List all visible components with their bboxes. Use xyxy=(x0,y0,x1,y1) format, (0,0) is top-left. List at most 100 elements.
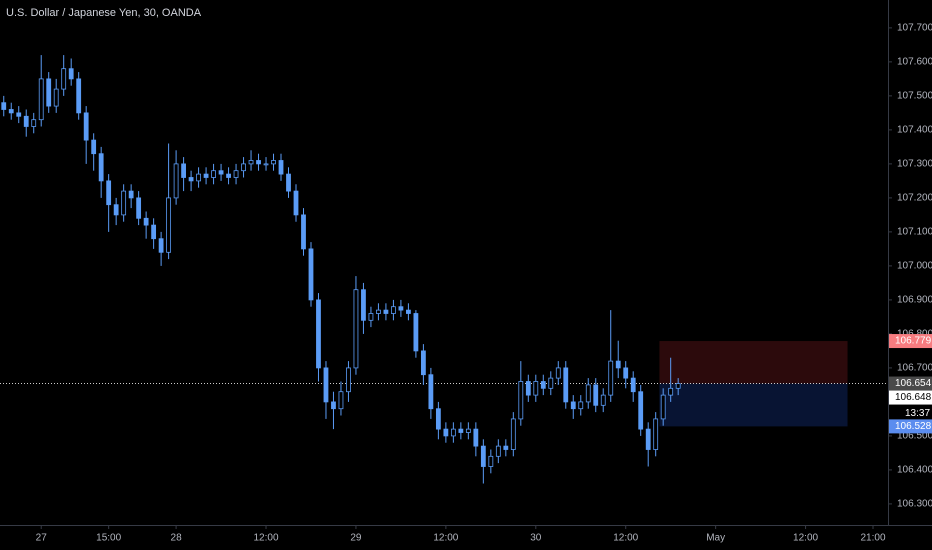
x-tick-label: 30 xyxy=(530,533,542,544)
target-price-box xyxy=(889,419,932,434)
candle-body xyxy=(585,384,591,403)
candle-body xyxy=(173,163,179,199)
candle-body xyxy=(286,173,291,192)
stop-price: 106.779 xyxy=(895,336,932,347)
candle-body xyxy=(653,418,659,450)
candle-body xyxy=(473,428,479,447)
candle-body xyxy=(391,306,396,314)
candle-body xyxy=(495,445,501,457)
candle-body xyxy=(338,391,344,410)
candle-body xyxy=(263,163,269,166)
candle-body xyxy=(1,102,7,110)
candle-body xyxy=(376,309,381,314)
candle-body xyxy=(570,401,576,410)
candle-body xyxy=(158,238,164,253)
candle-body xyxy=(480,445,486,467)
candle-body xyxy=(638,391,644,430)
countdown: 13:37 xyxy=(905,408,930,419)
candle-body xyxy=(600,394,606,406)
candle-body xyxy=(316,299,321,369)
target-zone xyxy=(659,383,848,427)
candle-body xyxy=(540,381,546,389)
last-price-box xyxy=(889,376,932,391)
candle-body xyxy=(241,163,246,172)
candle-body xyxy=(623,367,629,379)
candle-body xyxy=(121,190,127,216)
candle-body xyxy=(555,367,561,379)
y-tick-label: 106.900 xyxy=(897,295,932,306)
candle-body xyxy=(233,170,239,178)
candle-body xyxy=(308,248,314,301)
candle-body xyxy=(203,173,209,178)
candle-body xyxy=(323,367,329,403)
candle-body xyxy=(16,112,22,117)
y-tick-label: 106.300 xyxy=(897,499,932,510)
candle-body xyxy=(510,418,516,450)
candle-body xyxy=(346,367,351,393)
candle-body xyxy=(518,381,524,420)
candle-body xyxy=(151,224,157,240)
x-tick-label: 12:00 xyxy=(613,533,638,544)
candle-body xyxy=(293,190,299,216)
stop-price-box xyxy=(889,334,932,349)
candle-body xyxy=(211,170,216,178)
candle-body xyxy=(46,78,52,107)
y-tick-label: 107.300 xyxy=(897,159,932,170)
candle-body xyxy=(136,197,142,219)
y-tick-label: 107.400 xyxy=(897,125,932,136)
target-price: 106.528 xyxy=(895,421,932,432)
candle-body xyxy=(91,139,97,155)
candle-body xyxy=(503,445,509,450)
x-tick-label: 21:00 xyxy=(860,533,885,544)
candle-body xyxy=(435,408,441,430)
candle-body xyxy=(368,313,374,321)
x-tick-label: 12:00 xyxy=(433,533,458,544)
y-tick-label: 107.200 xyxy=(897,193,932,204)
candle-body xyxy=(615,360,621,369)
y-tick-label: 107.100 xyxy=(897,227,932,238)
candle-body xyxy=(61,68,67,90)
candle-body xyxy=(413,313,419,352)
candle-body xyxy=(608,360,614,396)
candle-body xyxy=(218,170,224,175)
candle-body xyxy=(76,78,82,114)
candle-body xyxy=(278,160,284,175)
candle-body xyxy=(181,163,186,178)
candle-body xyxy=(38,78,44,121)
candle-body xyxy=(23,115,29,127)
candle-body xyxy=(128,190,134,199)
bid-price: 106.648 xyxy=(895,392,932,403)
y-tick-label: 107.500 xyxy=(897,91,932,102)
candle-body xyxy=(256,160,261,165)
candle-body xyxy=(525,381,531,396)
last-price: 106.654 xyxy=(895,378,932,389)
countdown-box xyxy=(902,406,932,421)
stop-zone xyxy=(659,341,848,384)
candle-body xyxy=(113,204,119,216)
candle-body xyxy=(383,309,389,314)
candle-body xyxy=(645,428,651,450)
y-tick-label: 107.600 xyxy=(897,57,932,68)
x-tick-label: 12:00 xyxy=(793,533,818,544)
y-tick-label: 106.400 xyxy=(897,465,932,476)
y-tick-label: 106.700 xyxy=(897,363,932,374)
candle-body xyxy=(188,177,194,182)
y-tick-label: 107.700 xyxy=(897,23,932,34)
candle-body xyxy=(465,428,471,433)
candle-body xyxy=(420,350,426,376)
bid-price-box xyxy=(889,390,932,405)
candle-body xyxy=(533,381,539,396)
candle-body xyxy=(98,153,104,182)
candle-body xyxy=(143,217,149,226)
candle-body xyxy=(248,160,254,165)
candle-body xyxy=(271,160,276,165)
x-tick-label: 12:00 xyxy=(254,533,279,544)
candle-body xyxy=(398,306,404,311)
candle-body xyxy=(8,109,14,114)
chart-title: U.S. Dollar / Japanese Yen, 30, OANDA xyxy=(6,7,202,19)
y-tick-label: 107.000 xyxy=(897,261,932,272)
candle-body xyxy=(53,88,59,107)
candle-body xyxy=(353,289,359,369)
